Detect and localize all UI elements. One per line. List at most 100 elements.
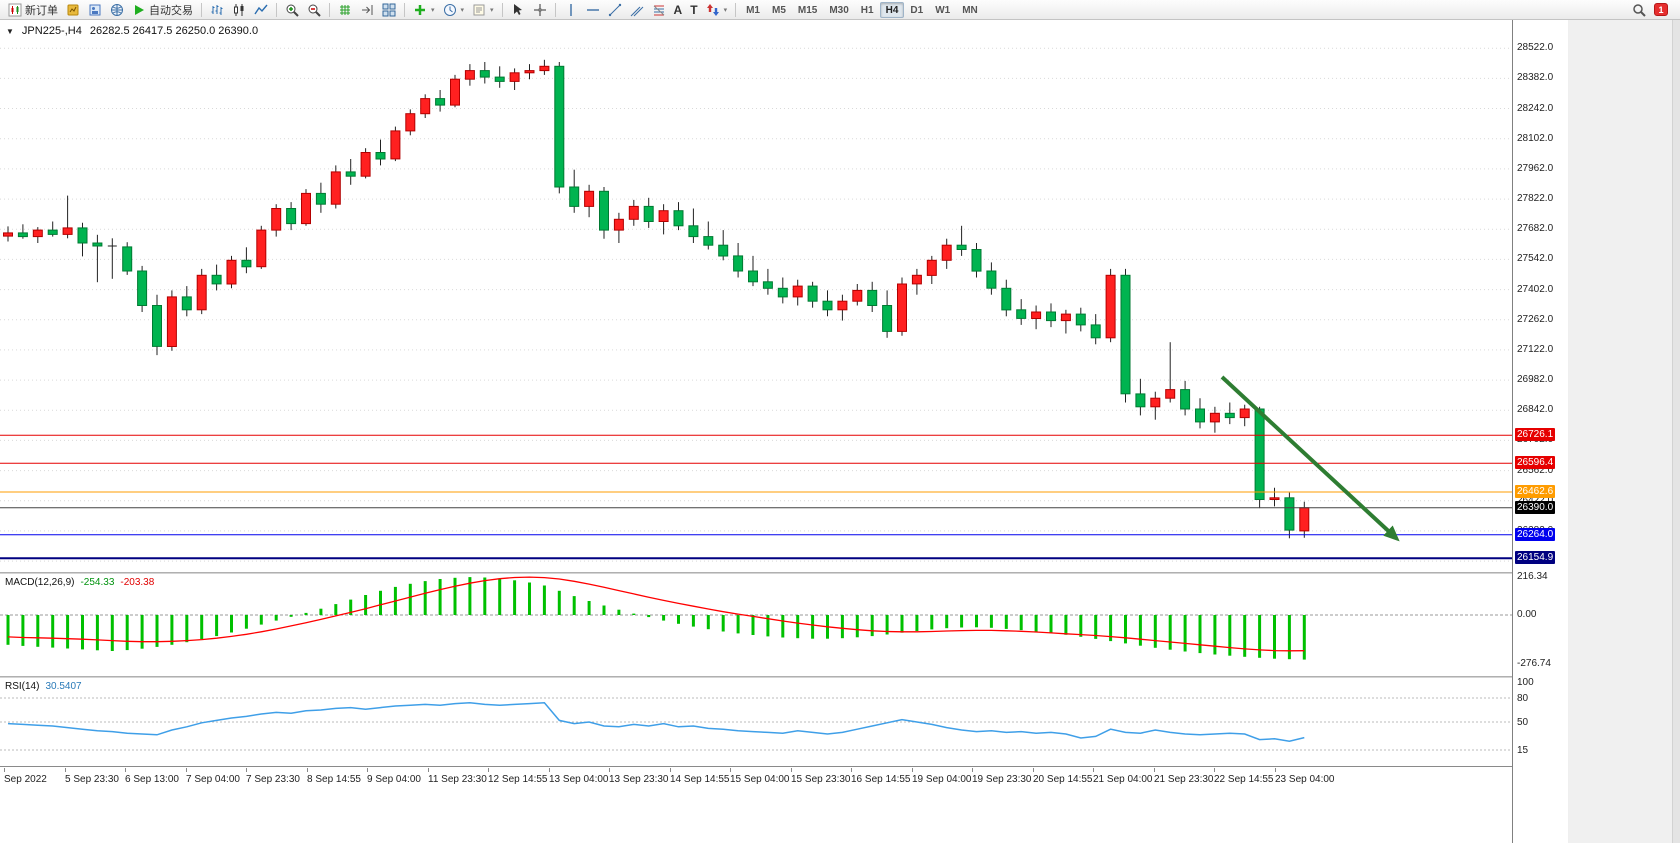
candle xyxy=(897,277,907,336)
workspace-scrollbar[interactable] xyxy=(1672,20,1680,843)
macd-signal-value: -203.38 xyxy=(120,577,155,588)
fibonacci-button[interactable] xyxy=(648,1,670,19)
fibonacci-icon xyxy=(652,3,666,17)
candle xyxy=(1046,303,1056,328)
macd-indicator-label: MACD(12,26,9) -254.33 -203.38 xyxy=(5,577,154,588)
horizontal-line-button[interactable] xyxy=(582,1,604,19)
candle xyxy=(688,208,699,243)
indicators-button[interactable]: ▾ xyxy=(409,1,439,19)
terminal-button[interactable] xyxy=(106,1,128,19)
panel-separator[interactable] xyxy=(0,572,1512,574)
time-axis-label: 12 Sep 14:55 xyxy=(488,774,548,785)
autotrading-label: 自动交易 xyxy=(149,4,193,17)
new-order-button[interactable]: 新订单 xyxy=(4,1,62,19)
auto-scroll-button[interactable] xyxy=(334,1,356,19)
cursor-button[interactable] xyxy=(507,1,529,19)
main-toolbar: 新订单 自动交易 ▾ ▾ ▾ A T ▾ M1 M5 M15 M30 H1 H4 D1 W1 MN 1 xyxy=(0,0,1680,20)
text-label-button[interactable]: T xyxy=(686,1,701,19)
timeframe-d1-button[interactable]: D1 xyxy=(910,4,924,16)
price-chart[interactable] xyxy=(0,20,1512,572)
zoom-in-button[interactable] xyxy=(281,1,303,19)
candle xyxy=(1224,402,1235,425)
candle xyxy=(479,62,490,84)
candle xyxy=(390,126,401,162)
rsi-chart[interactable] xyxy=(0,678,1512,766)
vertical-line-button[interactable] xyxy=(560,1,582,19)
time-tick xyxy=(4,768,5,772)
tile-windows-button[interactable] xyxy=(378,1,400,19)
time-axis-label: 6 Sep 13:00 xyxy=(125,774,179,785)
macd-chart[interactable] xyxy=(0,574,1512,676)
workspace-background xyxy=(1569,20,1680,843)
timeframe-m5-button[interactable]: M5 xyxy=(771,4,786,16)
time-axis-label: 5 Sep 23:30 xyxy=(65,774,119,785)
timeframe-m30-button[interactable]: M30 xyxy=(829,4,849,16)
candle xyxy=(62,195,73,239)
time-tick xyxy=(65,768,66,772)
time-tick xyxy=(428,768,429,772)
candle xyxy=(628,199,639,226)
autotrading-button[interactable]: 自动交易 xyxy=(128,1,197,19)
time-tick xyxy=(1033,768,1034,772)
search-icon[interactable] xyxy=(1632,3,1646,17)
chart-shift-button[interactable] xyxy=(356,1,378,19)
one-click-trading-toggle[interactable]: ▼ xyxy=(6,26,14,36)
candle xyxy=(822,290,833,317)
equidistant-channel-button[interactable] xyxy=(626,1,648,19)
candle xyxy=(1016,299,1027,325)
price-axis[interactable]: 28522.0 28382.0 28242.0 28102.0 27962.0 27822… xyxy=(1512,20,1568,843)
toolbar-separator xyxy=(501,2,503,17)
timeframe-m15-button[interactable]: M15 xyxy=(797,4,818,16)
timeframe-h4-button[interactable]: H4 xyxy=(879,1,905,18)
indicators-add-icon xyxy=(413,3,427,17)
rsi-line xyxy=(7,702,1305,742)
candle xyxy=(1269,487,1280,507)
time-tick xyxy=(1214,768,1215,772)
bar-chart-button[interactable] xyxy=(206,1,228,19)
market-watch-button[interactable] xyxy=(62,1,84,19)
notification-badge[interactable]: 1 xyxy=(1654,3,1668,16)
candle xyxy=(941,238,952,269)
candle xyxy=(3,226,13,242)
horizontal-lines[interactable] xyxy=(0,434,1512,560)
candle xyxy=(1254,406,1265,509)
toolbar-right-group: 1 xyxy=(1632,3,1676,17)
candle xyxy=(613,212,624,243)
support-1-price-badge: 26264.0 xyxy=(1515,528,1556,541)
arrows-icon xyxy=(706,3,720,17)
periods-button[interactable]: ▾ xyxy=(439,1,469,19)
candlestick-chart-button[interactable] xyxy=(228,1,250,19)
candle xyxy=(1195,398,1205,429)
time-tick xyxy=(125,768,126,772)
text-button[interactable]: A xyxy=(670,1,687,19)
auto-scroll-icon xyxy=(338,3,352,17)
timeframe-m1-button[interactable]: M1 xyxy=(746,4,760,16)
templates-button[interactable]: ▾ xyxy=(468,1,498,19)
candle xyxy=(17,224,28,239)
candle xyxy=(47,221,58,237)
arrows-button[interactable]: ▾ xyxy=(702,1,732,19)
candle xyxy=(554,62,565,194)
price-axis-label: 26842.0 xyxy=(1517,404,1554,415)
panel-separator xyxy=(0,766,1512,767)
crosshair-button[interactable] xyxy=(529,1,551,19)
trendline-button[interactable] xyxy=(604,1,626,19)
timeframe-w1-button[interactable]: W1 xyxy=(935,4,951,16)
time-tick xyxy=(851,768,852,772)
timeframe-h1-button[interactable]: H1 xyxy=(860,4,874,16)
vertical-line-icon xyxy=(564,3,578,17)
navigator-button[interactable] xyxy=(84,1,106,19)
toolbar-separator xyxy=(329,2,330,17)
candle xyxy=(301,189,311,226)
time-axis[interactable]: Sep 2022 5 Sep 23:30 6 Sep 13:00 7 Sep 04:0… xyxy=(0,768,1512,843)
zoom-out-button[interactable] xyxy=(303,1,325,19)
panel-separator[interactable] xyxy=(0,676,1512,678)
toolbar-separator xyxy=(554,2,556,17)
line-chart-button[interactable] xyxy=(250,1,272,19)
time-axis-label: 11 Sep 23:30 xyxy=(428,774,487,785)
price-axis-label: 27402.0 xyxy=(1517,284,1554,295)
candle xyxy=(1299,501,1310,538)
trend-arrow-annotation[interactable] xyxy=(1220,375,1400,542)
time-axis-label: 23 Sep 04:00 xyxy=(1275,774,1335,785)
timeframe-mn-button[interactable]: MN xyxy=(962,4,978,16)
